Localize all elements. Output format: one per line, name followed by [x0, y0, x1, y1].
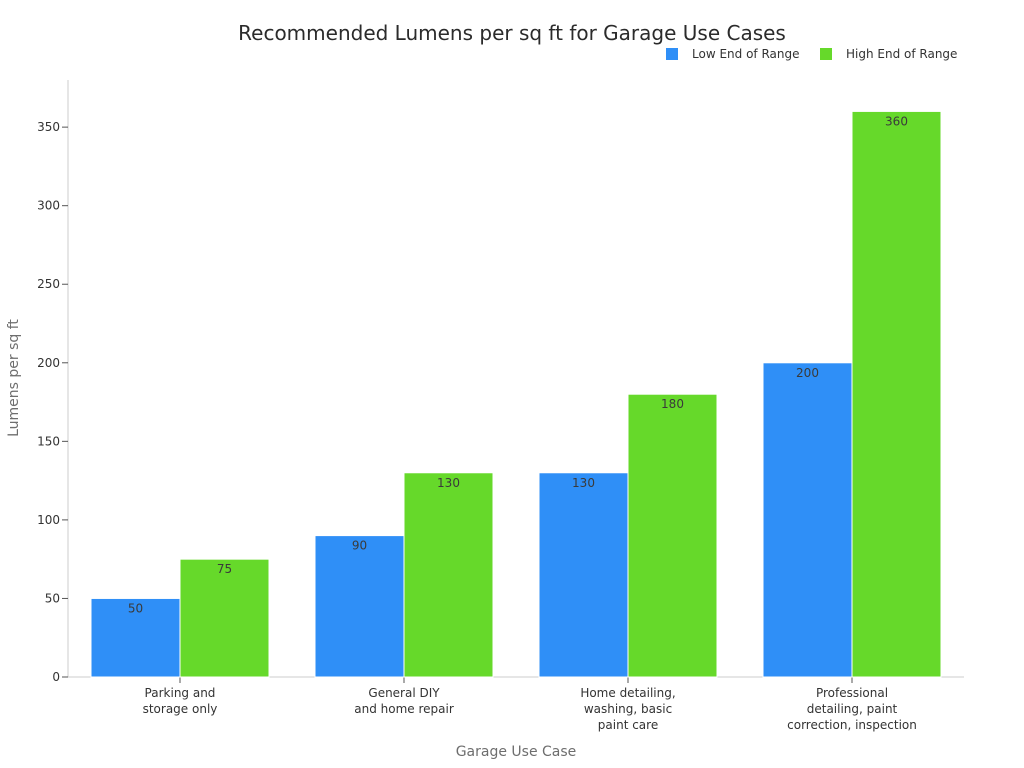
category-label: General DIY and home repair: [354, 686, 454, 716]
y-axis-title: Lumens per sq ft: [6, 319, 22, 437]
bar-high: [851, 110, 942, 678]
data-label: 360: [885, 114, 908, 128]
y-tick-label: 350: [37, 120, 60, 134]
legend-label-high: High End of Range: [846, 47, 957, 61]
y-tick-label: 250: [37, 277, 60, 291]
y-tick-label: 0: [52, 670, 60, 684]
bar-high: [403, 472, 494, 678]
x-axis-title: Garage Use Case: [456, 744, 577, 760]
y-tick-label: 100: [37, 513, 60, 527]
chart-title: Recommended Lumens per sq ft for Garage …: [238, 21, 786, 45]
legend-label-low: Low End of Range: [692, 47, 799, 61]
y-tick-label: 200: [37, 356, 60, 370]
category-label: Home detailing, washing, basic paint care: [580, 686, 675, 732]
data-label: 130: [572, 476, 595, 490]
category-label: Parking and storage only: [143, 686, 218, 716]
y-tick-label: 150: [37, 434, 60, 448]
bar-high: [179, 558, 270, 678]
legend: Low End of Range High End of Range: [666, 47, 957, 61]
data-label: 90: [352, 539, 367, 553]
bar-high: [627, 393, 718, 678]
data-label: 180: [661, 397, 684, 411]
y-axis: 0 50 100 150 200 250 300 350: [37, 80, 69, 684]
data-labels: 50 75 90 130 130 180 200 360: [128, 114, 908, 615]
bars: [90, 110, 942, 678]
category-labels: Parking and storage only General DIY and ho…: [143, 686, 917, 732]
bar-low: [762, 362, 853, 678]
legend-swatch-low: [666, 48, 678, 60]
data-label: 130: [437, 476, 460, 490]
y-tick-label: 300: [37, 199, 60, 213]
data-label: 50: [128, 601, 143, 615]
bar-low: [538, 472, 629, 678]
data-label: 75: [217, 562, 232, 576]
x-axis: [68, 676, 964, 683]
y-tick-label: 50: [45, 591, 60, 605]
category-label: Professional detailing, paint correction, …: [787, 686, 917, 732]
bar-low: [314, 535, 405, 678]
legend-swatch-high: [820, 48, 832, 60]
data-label: 200: [796, 366, 819, 380]
